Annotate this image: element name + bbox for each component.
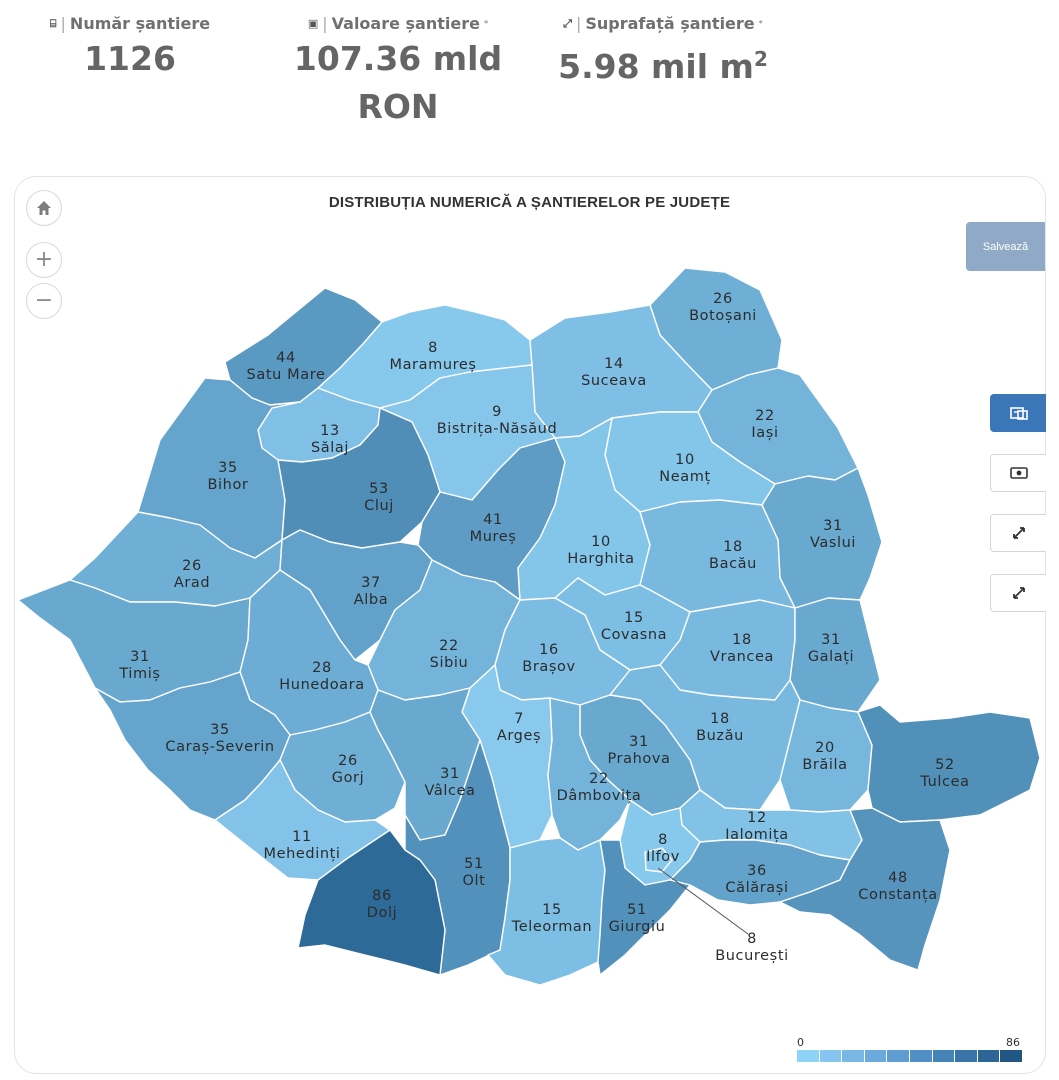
county-tulcea[interactable] bbox=[857, 704, 1041, 823]
stat-site-value: ▣ | Valoare șantiere * 107.36 mld RON bbox=[288, 14, 508, 131]
stat-site-count: ⌸ | Număr șantiere 1126 bbox=[40, 14, 220, 83]
stat-value-label: ▣ | Valoare șantiere * bbox=[307, 14, 489, 33]
legend-max-label: 86 bbox=[1006, 1036, 1020, 1049]
stat-count-value: 1126 bbox=[84, 39, 176, 78]
county-galati[interactable] bbox=[789, 597, 881, 713]
county-constanta[interactable] bbox=[779, 807, 951, 971]
stat-area-value: 5.98 mil m2 bbox=[558, 47, 768, 86]
county-bucuresti[interactable] bbox=[644, 847, 673, 873]
home-icon bbox=[37, 201, 51, 215]
money-icon: ▣ bbox=[307, 17, 319, 30]
county-dolj[interactable] bbox=[297, 829, 446, 976]
save-button[interactable]: Salvează bbox=[966, 222, 1045, 271]
stat-site-area: ⤢ | Suprafață șantiere * 5.98 mil m2 bbox=[548, 14, 778, 91]
legend-swatch bbox=[887, 1050, 910, 1062]
expand-icon bbox=[1012, 587, 1025, 599]
legend-swatch bbox=[932, 1050, 956, 1062]
legend-swatch bbox=[955, 1050, 978, 1062]
area-view-button[interactable] bbox=[990, 514, 1046, 552]
county-dambovita[interactable] bbox=[547, 697, 631, 851]
count-view-button[interactable] bbox=[990, 394, 1046, 432]
legend-swatch bbox=[797, 1050, 820, 1062]
value-view-button[interactable] bbox=[990, 454, 1046, 492]
zoom-out-button[interactable]: − bbox=[26, 283, 62, 319]
footnote-marker: * bbox=[483, 19, 489, 28]
legend-swatch bbox=[977, 1050, 1001, 1062]
color-legend bbox=[797, 1050, 1023, 1062]
stat-area-label: ⤢ | Suprafață șantiere * bbox=[563, 14, 763, 33]
map-title: DISTRIBUȚIA NUMERICĂ A ȘANTIERELOR PE JU… bbox=[328, 194, 731, 211]
stat-count-label: ⌸ | Număr șantiere bbox=[49, 14, 211, 33]
bucuresti-leader-line bbox=[657, 867, 749, 935]
footnote-marker: * bbox=[758, 19, 763, 28]
area-view-button-2[interactable] bbox=[990, 574, 1046, 612]
county-value-bucuresti: 8 bbox=[747, 931, 757, 947]
county-name-bucuresti: București bbox=[715, 948, 789, 964]
home-button[interactable] bbox=[26, 190, 62, 226]
expand-icon: ⤢ bbox=[563, 16, 572, 30]
building-icon bbox=[1009, 407, 1028, 420]
money-icon bbox=[1009, 467, 1028, 479]
legend-swatch bbox=[864, 1050, 888, 1062]
county-giurgiu[interactable] bbox=[597, 839, 691, 976]
building-icon: ⌸ bbox=[49, 16, 57, 30]
stat-value-amount: 107.36 mld RON bbox=[293, 39, 503, 126]
legend-swatch bbox=[819, 1050, 843, 1062]
legend-swatch bbox=[842, 1050, 865, 1062]
expand-icon bbox=[1012, 527, 1025, 539]
legend-swatch bbox=[909, 1050, 933, 1062]
legend-swatch bbox=[1000, 1050, 1023, 1062]
legend-min-label: 0 bbox=[797, 1036, 804, 1049]
zoom-in-button[interactable]: + bbox=[26, 242, 62, 278]
county-mehedinti[interactable] bbox=[214, 759, 391, 881]
